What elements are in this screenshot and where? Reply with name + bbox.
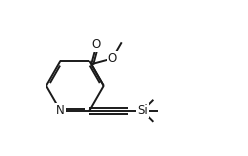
Text: N: N [56, 104, 65, 117]
Text: Si: Si [137, 104, 148, 117]
Text: O: O [92, 38, 101, 51]
Text: O: O [108, 52, 117, 65]
